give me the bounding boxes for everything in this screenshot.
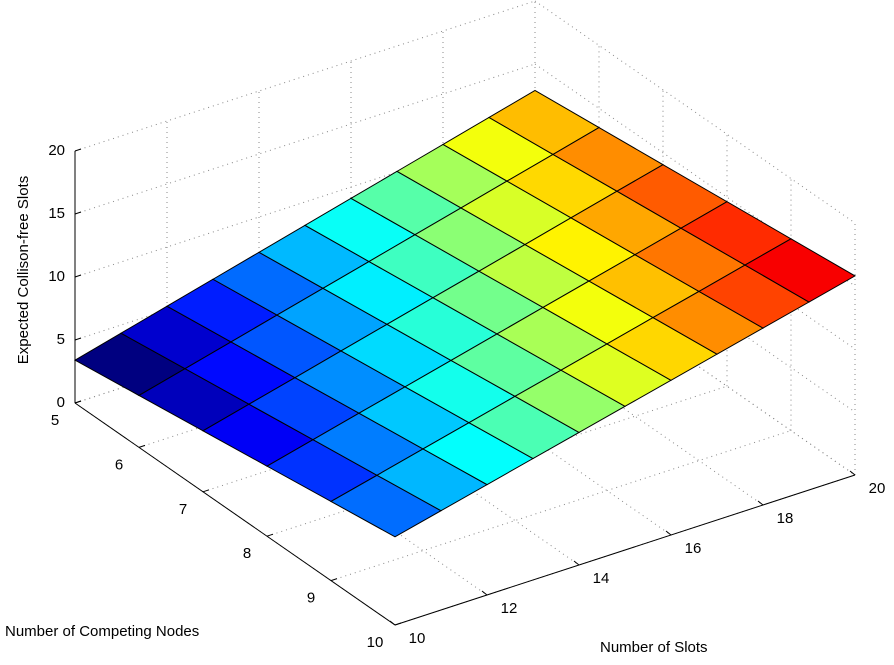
z-tick-label: 10 <box>48 268 65 285</box>
tick-mark <box>74 274 82 278</box>
y-axis-label: Number of Competing Nodes <box>5 623 199 640</box>
grid-line <box>74 0 536 152</box>
tick-mark <box>849 470 856 476</box>
x-tick-label: 14 <box>593 570 610 587</box>
x-tick-label: 12 <box>501 600 518 617</box>
tick-mark <box>202 489 210 493</box>
axis-line <box>394 474 856 626</box>
tick-mark <box>330 578 338 582</box>
tick-mark <box>74 337 82 341</box>
x-tick-label: 20 <box>869 480 886 497</box>
z-tick-label: 5 <box>57 331 65 348</box>
tick-mark <box>138 444 146 448</box>
tick-mark <box>74 211 82 215</box>
tick-mark <box>481 590 488 596</box>
axis-line <box>74 402 396 626</box>
surface-face <box>743 238 857 303</box>
grid-line <box>74 63 536 215</box>
y-tick-label: 7 <box>179 501 187 518</box>
tick-mark <box>573 560 580 566</box>
z-tick-label: 15 <box>48 205 65 222</box>
y-tick-label: 10 <box>367 634 384 651</box>
tick-mark <box>74 400 82 404</box>
y-tick-label: 9 <box>307 590 315 607</box>
tick-mark <box>74 148 82 152</box>
grid-line <box>330 430 792 582</box>
z-tick-label: 0 <box>57 394 65 411</box>
y-tick-label: 6 <box>115 456 123 473</box>
x-tick-label: 10 <box>409 630 426 647</box>
x-tick-label: 16 <box>685 540 702 557</box>
grid-line <box>74 126 536 278</box>
grid-line <box>266 385 728 537</box>
y-tick-label: 5 <box>51 412 59 429</box>
tick-mark <box>266 533 274 537</box>
x-axis-label: Number of Slots <box>600 639 708 656</box>
tick-mark <box>757 500 764 506</box>
tick-mark <box>389 620 396 626</box>
z-axis-label: Expected Collison-free Slots <box>15 176 32 364</box>
tick-mark <box>394 622 402 626</box>
tick-mark <box>665 530 672 536</box>
x-tick-label: 18 <box>777 510 794 527</box>
y-tick-label: 8 <box>243 545 251 562</box>
z-tick-label: 20 <box>48 142 65 159</box>
